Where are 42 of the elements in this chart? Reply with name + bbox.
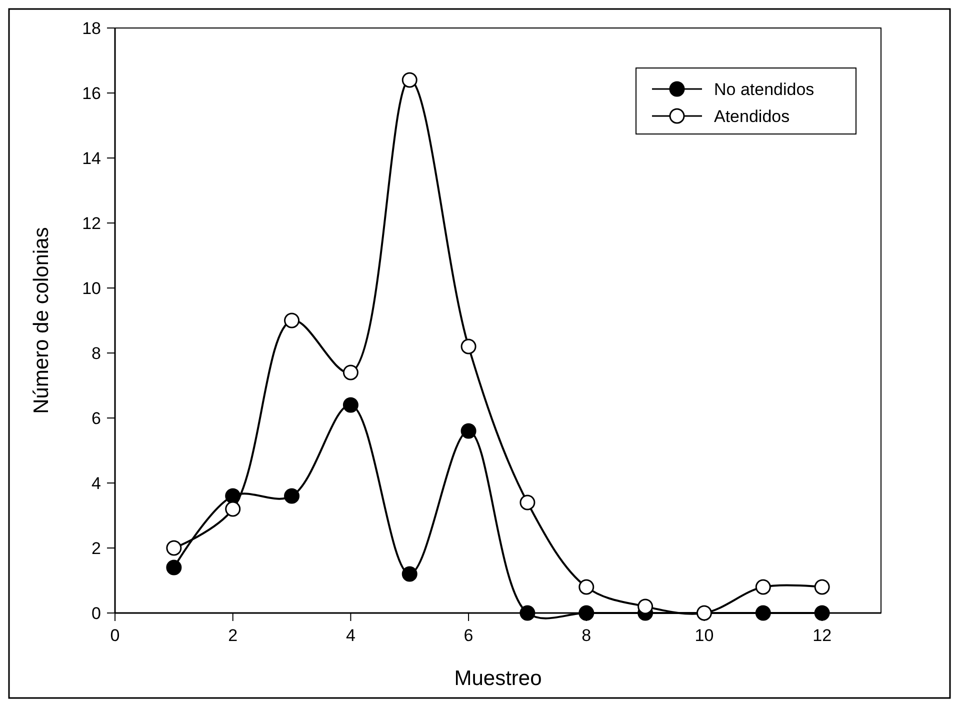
x-tick-label: 12 [812,626,832,645]
y-tick-label: 12 [82,214,101,233]
y-axis-title: Número de colonias [30,227,53,414]
x-tick-label: 8 [582,626,592,645]
point [638,598,654,614]
y-tick-label: 0 [92,604,101,623]
x-tick-label: 0 [110,626,120,645]
point [342,397,358,413]
point [225,488,241,504]
y-tick-label: 4 [92,474,101,493]
point [402,566,418,582]
point [520,605,536,621]
legend-label: Atendidos [714,107,790,126]
point [166,540,182,556]
point [520,494,536,510]
x-axis-title: Muestreo [454,667,542,690]
y-tick-label: 16 [82,84,101,103]
y-tick-label: 2 [92,539,101,558]
point [578,579,594,595]
x-tick-label: 10 [694,626,714,645]
point [460,423,476,439]
point [225,501,241,517]
y-tick-label: 14 [82,149,101,168]
point [402,72,418,88]
point [696,605,712,621]
y-tick-label: 10 [82,279,101,298]
point [755,605,771,621]
point [284,488,300,504]
legend-label: No atendidos [714,80,814,99]
y-tick-label: 6 [92,409,101,428]
point [460,338,476,354]
point [342,364,358,380]
point [166,560,182,576]
y-tick-label: 8 [92,344,101,363]
x-tick-label: 2 [228,626,238,645]
point [814,579,830,595]
y-tick-label: 18 [82,19,101,38]
point [755,579,771,595]
point [284,312,300,328]
x-tick-label: 4 [346,626,356,645]
point [578,605,594,621]
x-tick-label: 6 [464,626,474,645]
